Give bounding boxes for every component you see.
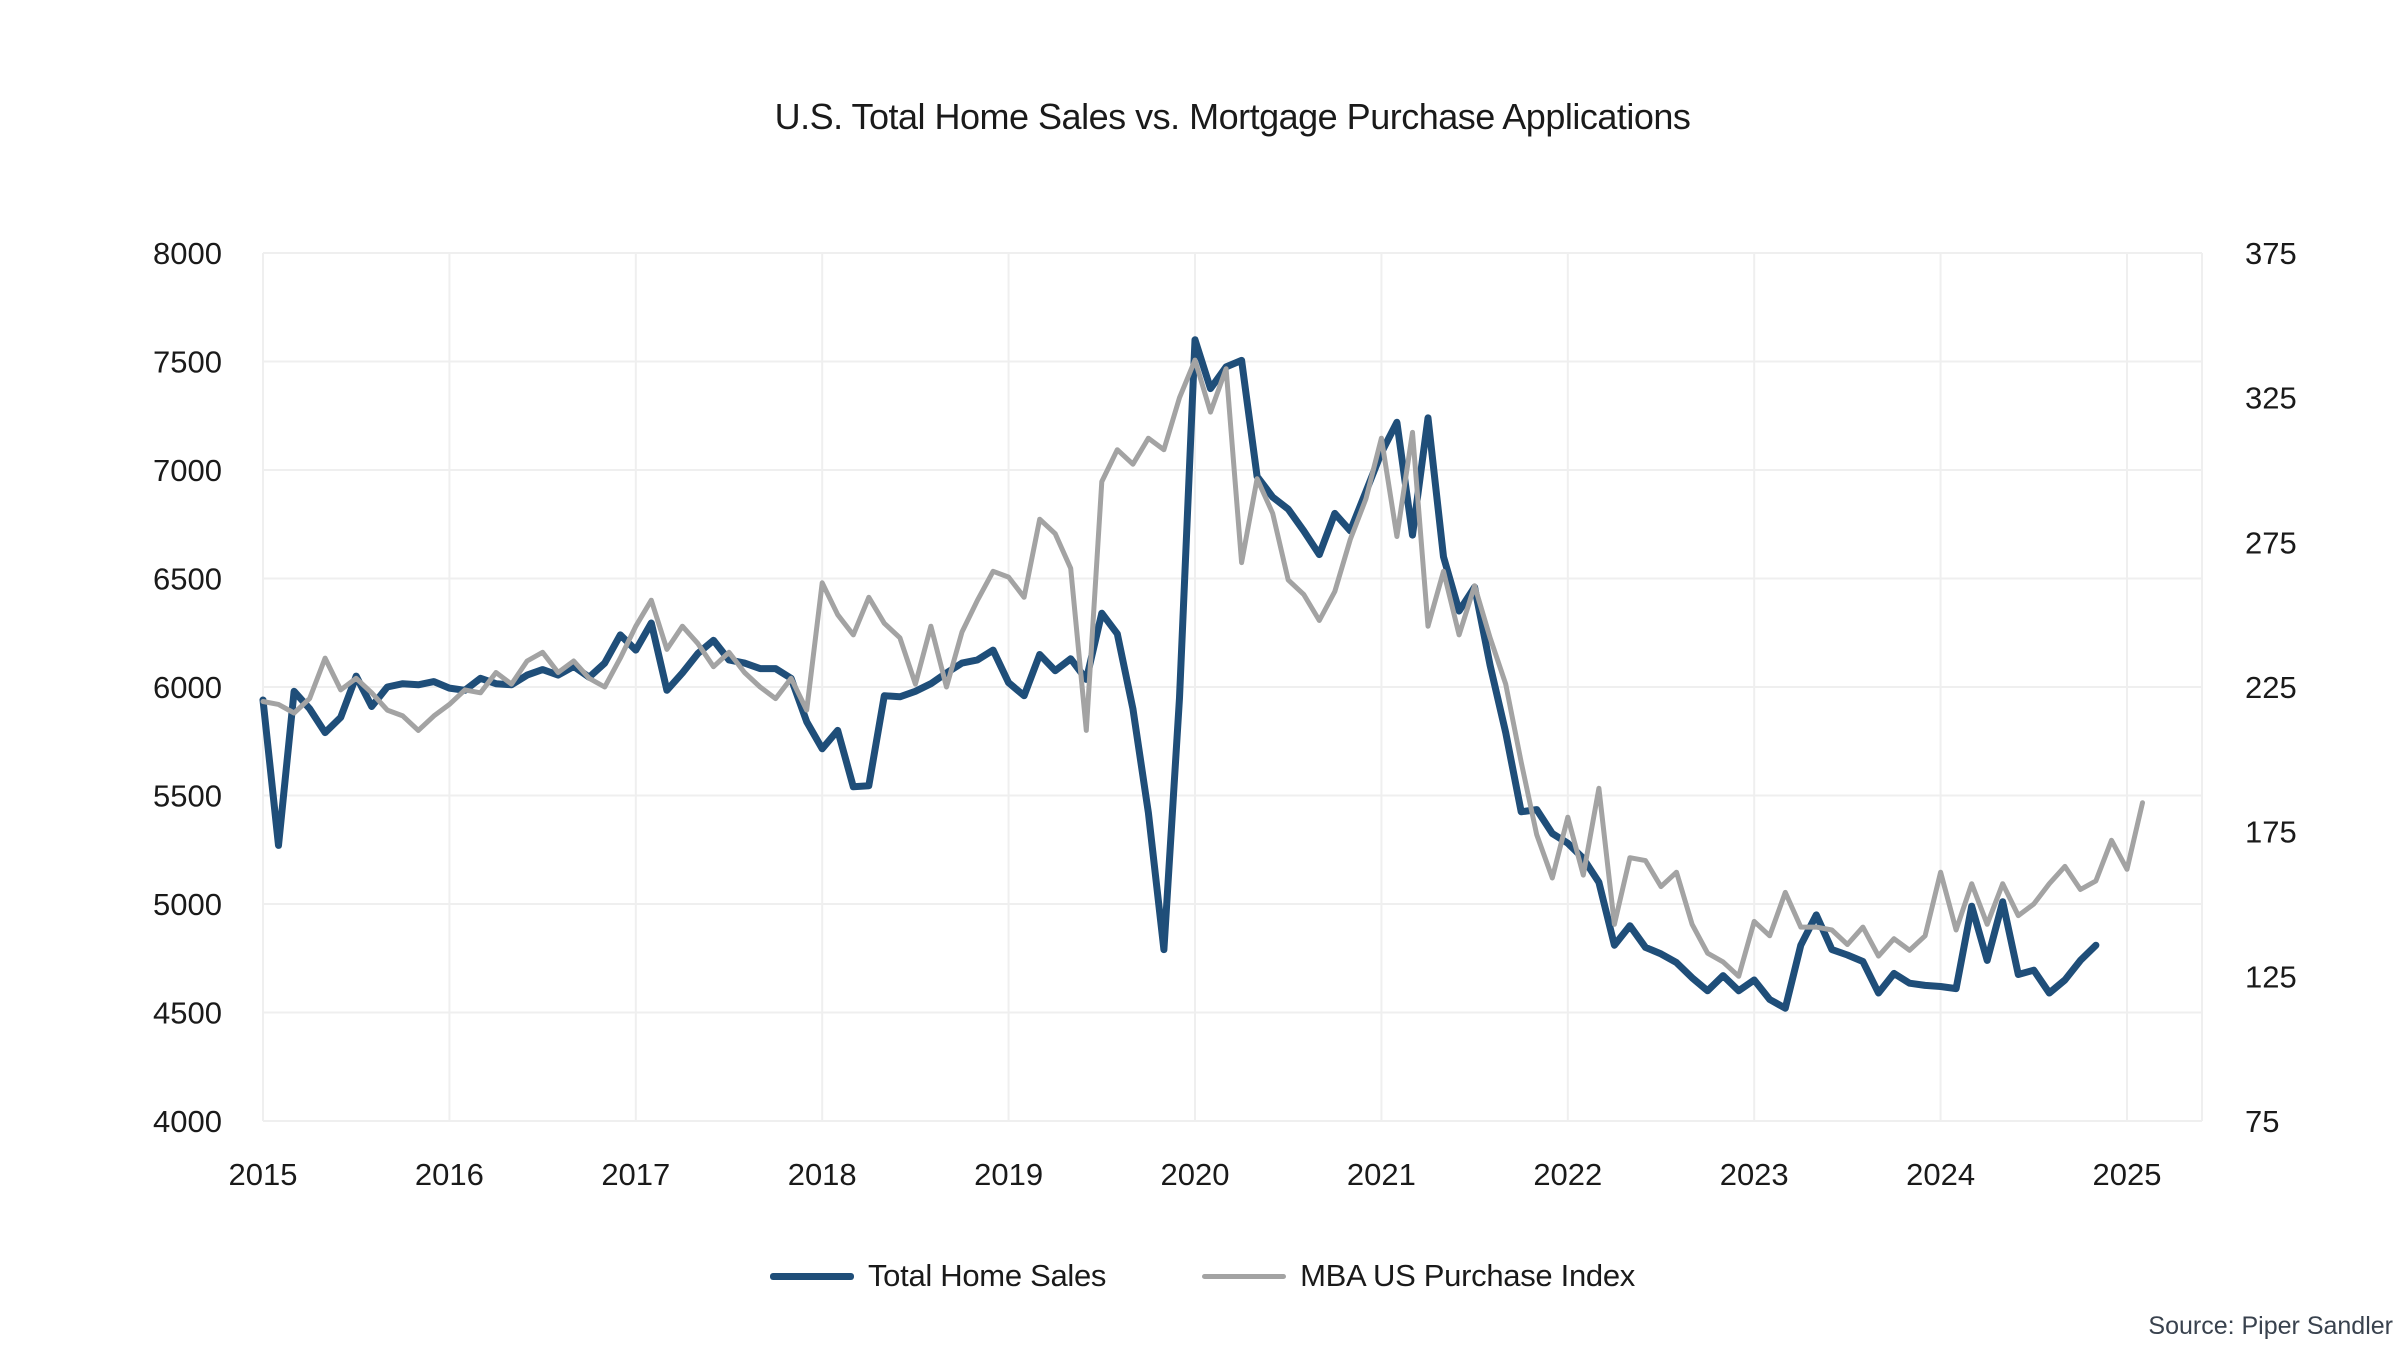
left-axis-tick-label: 6000 [153, 670, 222, 705]
legend-item-total-home-sales: Total Home Sales [769, 1258, 1107, 1294]
x-axis-tick-label: 2024 [1906, 1157, 1975, 1192]
legend-line-swatch-mba-us-purchase-index [1202, 1273, 1287, 1279]
legend-label: Total Home Sales [867, 1258, 1107, 1293]
left-axis-tick-label: 6500 [153, 562, 222, 597]
x-axis-tick-label: 2017 [601, 1157, 670, 1192]
left-axis-tick-labels: 8000 7500 7000 6500 6000 5500 5000 4500 4000 [153, 236, 222, 1139]
x-axis-tick-label: 2018 [788, 1157, 857, 1192]
series-line-mba-us-purchase-index [260, 357, 2145, 979]
right-axis-tick-label: 375 [2245, 236, 2297, 271]
legend-label: MBA US Purchase Index [1300, 1258, 1636, 1293]
left-axis-tick-label: 4500 [153, 996, 222, 1031]
x-axis-tick-label: 2019 [974, 1157, 1043, 1192]
right-axis-tick-label: 175 [2245, 815, 2297, 850]
x-axis-tick-label: 2025 [2093, 1157, 2162, 1192]
legend-item-mba-us-purchase-index: MBA US Purchase Index [1202, 1258, 1635, 1294]
x-axis-tick-label: 2020 [1161, 1157, 1230, 1192]
legend: Total Home Sales MBA US Purchase Index [0, 1258, 2405, 1294]
right-axis-tick-label: 125 [2245, 959, 2297, 994]
right-axis-tick-label: 225 [2245, 670, 2297, 705]
left-axis-tick-label: 7000 [153, 453, 222, 488]
left-axis-tick-label: 4000 [153, 1104, 222, 1139]
x-axis-tick-label: 2021 [1347, 1157, 1416, 1192]
left-axis-tick-label: 8000 [153, 236, 222, 271]
x-axis-tick-label: 2015 [229, 1157, 298, 1192]
chart-title: U.S. Total Home Sales vs. Mortgage Purch… [774, 96, 1691, 137]
left-axis-tick-label: 5500 [153, 779, 222, 814]
right-axis-tick-label: 75 [2245, 1104, 2279, 1139]
x-axis-tick-label: 2016 [415, 1157, 484, 1192]
series-line-total-home-sales [259, 336, 2100, 1012]
right-axis-tick-label: 325 [2245, 381, 2297, 416]
right-axis-tick-labels: 375 325 275 225 175 125 75 [2245, 236, 2297, 1139]
right-axis-tick-label: 275 [2245, 525, 2297, 560]
source-attribution: Source: Piper Sandler [2148, 1312, 2393, 1340]
left-axis-tick-label: 5000 [153, 887, 222, 922]
x-axis-tick-labels: 2015 2016 2017 2018 2019 2020 2021 2022 2023 2024… [229, 1157, 2162, 1192]
data-series-lines [259, 336, 2145, 1012]
x-axis-tick-label: 2022 [1533, 1157, 1602, 1192]
x-axis-tick-label: 2023 [1720, 1157, 1789, 1192]
gridlines [262, 252, 2203, 1122]
left-axis-tick-label: 7500 [153, 345, 222, 380]
legend-line-swatch-total-home-sales [769, 1272, 854, 1280]
